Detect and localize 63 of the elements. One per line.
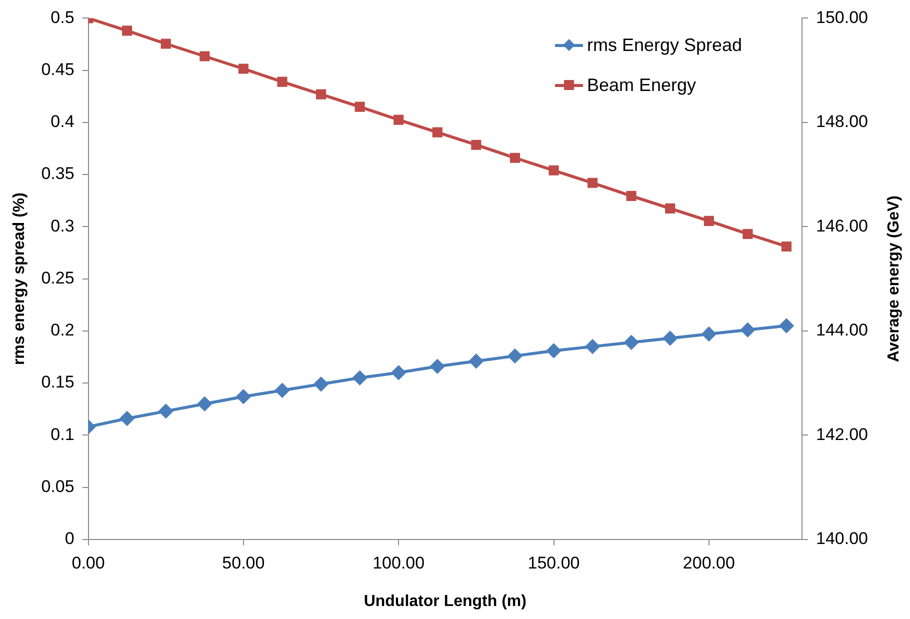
y-tick-label: 0.25 <box>41 268 74 288</box>
y-tick-label: 0.1 <box>50 424 74 444</box>
point <box>394 114 404 125</box>
point <box>740 322 755 337</box>
point <box>508 348 522 363</box>
y2-axis-title: Average energy (GeV) <box>885 196 902 362</box>
x-axis-title: Undulator Length (m) <box>364 592 526 610</box>
y-tick-label: 0.45 <box>41 60 74 80</box>
point <box>158 404 173 418</box>
point <box>352 370 367 385</box>
y-axis-title: rms energy spread (%) <box>11 192 28 366</box>
point <box>392 366 406 380</box>
y-tick-label: 0 <box>64 529 74 548</box>
y-tick-label: 0.3 <box>50 216 74 236</box>
point <box>354 102 365 112</box>
legend-label: rms Energy Spread <box>587 35 742 56</box>
y-tick-label: 0.2 <box>50 320 74 340</box>
x-tick-label: 0.00 <box>72 553 105 572</box>
x-tick-label: 200.00 <box>682 553 735 572</box>
y-tick-label: 0.05 <box>41 476 74 496</box>
point <box>586 340 600 354</box>
point <box>430 359 444 374</box>
point <box>198 396 212 411</box>
point <box>779 318 794 333</box>
point <box>471 140 482 150</box>
point <box>200 51 210 62</box>
point <box>624 335 638 350</box>
x-tick-label: 50.00 <box>222 553 265 572</box>
point <box>432 127 442 138</box>
point <box>122 26 132 36</box>
point <box>277 76 288 87</box>
point <box>704 216 714 226</box>
y-tick-label: 0.15 <box>41 372 74 392</box>
point <box>665 203 676 214</box>
y2-tick-label: 150.00 <box>816 8 868 27</box>
point <box>316 89 326 100</box>
x-tick-label: 150.00 <box>528 553 580 572</box>
y2-tick-label: 140.00 <box>816 529 868 548</box>
point <box>238 64 248 74</box>
point <box>160 38 171 49</box>
y2-tick-label: 144.00 <box>816 320 868 340</box>
point <box>742 228 753 240</box>
point <box>275 383 290 398</box>
point <box>702 327 716 342</box>
point <box>469 354 484 368</box>
y2-tick-label: 148.00 <box>816 112 868 132</box>
point <box>781 241 792 252</box>
point <box>546 344 561 358</box>
y-tick-label: 0.35 <box>41 164 74 184</box>
y-tick-label: 0.5 <box>50 8 74 27</box>
y2-tick-label: 146.00 <box>816 216 868 236</box>
point <box>588 178 598 188</box>
point <box>236 390 250 404</box>
y2-tick-label: 142.00 <box>816 424 868 444</box>
point <box>663 331 678 346</box>
y-tick-label: 0.4 <box>50 112 74 132</box>
point <box>510 152 520 163</box>
point <box>548 165 559 176</box>
point <box>120 411 134 426</box>
point <box>626 190 636 201</box>
x-tick-label: 100.00 <box>372 553 425 572</box>
point <box>314 377 328 392</box>
legend-label: Beam Energy <box>587 75 696 96</box>
